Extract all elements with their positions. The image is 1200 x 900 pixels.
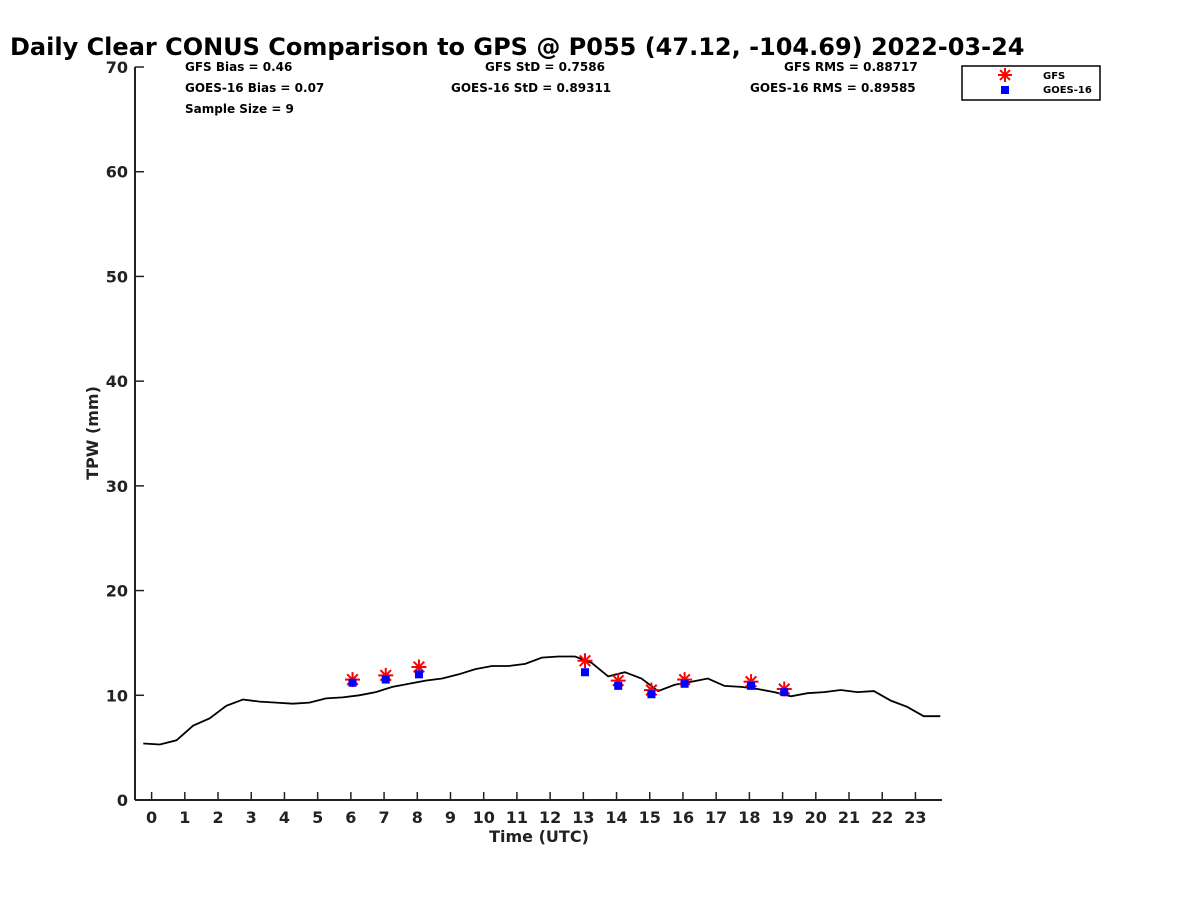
goes-std-label: GOES-16 StD = 0.89311 [451, 81, 611, 95]
x-tick-label: 3 [246, 808, 257, 827]
gps-series-line [143, 655, 941, 746]
gfs-point [577, 653, 593, 669]
goes-point [747, 681, 756, 690]
x-tick-label: 8 [412, 808, 423, 827]
x-tick-label: 0 [146, 808, 157, 827]
x-tick-label: 1 [179, 808, 190, 827]
y-tick-label: 50 [106, 267, 128, 286]
goes-point [647, 690, 656, 699]
x-tick-label: 16 [672, 808, 694, 827]
goes-point [580, 668, 589, 677]
x-tick-label: 21 [838, 808, 860, 827]
legend-goes-marker [1001, 86, 1009, 94]
legend-box [961, 65, 1101, 101]
y-tick-label: 40 [106, 372, 128, 391]
y-tick-label: 70 [106, 58, 128, 77]
gfs-std-label: GFS StD = 0.7586 [485, 60, 605, 74]
stats-panel: GFS Bias = 0.46 GOES-16 Bias = 0.07 Samp… [185, 60, 918, 116]
legend-goes-label: GOES-16 [1043, 85, 1092, 96]
x-tick-label: 6 [345, 808, 356, 827]
x-tick-label: 20 [805, 808, 827, 827]
y-tick-label: 0 [117, 791, 128, 810]
chart-title: Daily Clear CONUS Comparison to GPS @ P0… [10, 33, 1024, 61]
x-tick-label: 22 [871, 808, 893, 827]
goes-rms-label: GOES-16 RMS = 0.89585 [750, 81, 916, 95]
legend-gfs-marker [998, 68, 1012, 82]
goes-point [780, 688, 789, 697]
x-tick-label: 2 [212, 808, 223, 827]
legend-gfs-label: GFS [1043, 71, 1065, 82]
y-tick-label: 30 [106, 477, 128, 496]
y-tick-label: 10 [106, 686, 128, 705]
goes-point [381, 675, 390, 684]
x-tick-label: 4 [279, 808, 290, 827]
goes-bias-label: GOES-16 Bias = 0.07 [185, 81, 324, 95]
x-tick-label: 12 [539, 808, 561, 827]
x-tick-label: 9 [445, 808, 456, 827]
x-tick-label: 10 [473, 808, 495, 827]
y-tick-label: 60 [106, 163, 128, 182]
x-tick-label: 11 [506, 808, 528, 827]
x-tick-label: 7 [379, 808, 390, 827]
x-tick-label: 23 [904, 808, 926, 827]
sample-size-label: Sample Size = 9 [185, 102, 294, 116]
x-tick-label: 18 [738, 808, 760, 827]
goes-point [348, 678, 357, 687]
goes-point [414, 670, 423, 679]
x-tick-label: 19 [771, 808, 793, 827]
gfs-bias-label: GFS Bias = 0.46 [185, 60, 292, 74]
x-tick-label: 13 [572, 808, 594, 827]
goes-point [614, 681, 623, 690]
x-tick-label: 5 [312, 808, 323, 827]
y-tick-label: 20 [106, 582, 128, 601]
x-axis-label: Time (UTC) [489, 827, 589, 846]
y-axis-label: TPW (mm) [83, 386, 102, 480]
goes-point [680, 679, 689, 688]
legend-gfs-asterisk [998, 68, 1012, 82]
x-tick-label: 17 [705, 808, 727, 827]
x-tick-label: 14 [605, 808, 627, 827]
legend: GFS GOES-16 [961, 65, 1101, 101]
x-tick-label: 15 [639, 808, 661, 827]
gfs-rms-label: GFS RMS = 0.88717 [784, 60, 918, 74]
